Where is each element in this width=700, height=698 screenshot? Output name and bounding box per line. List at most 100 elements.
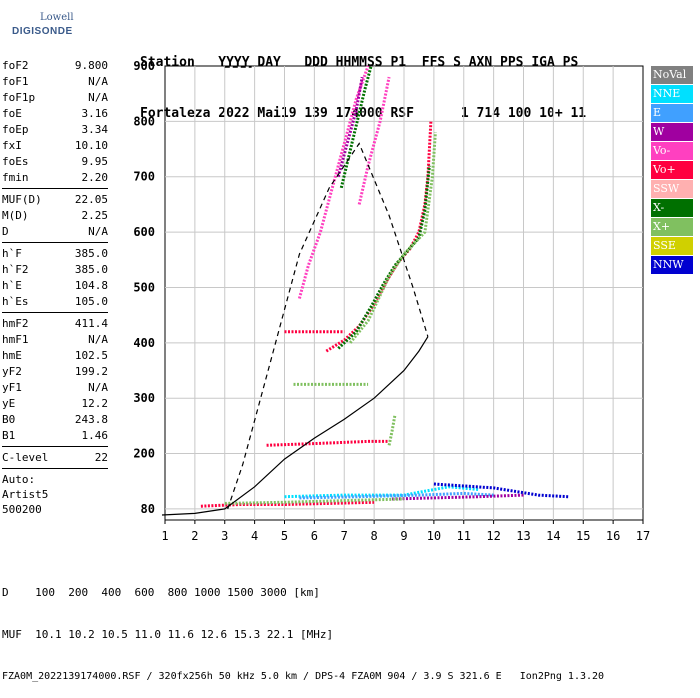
- y-tick-label: 500: [133, 280, 155, 294]
- param-fmin: fmin 2.20: [2, 170, 108, 186]
- param-value: 385.0: [74, 247, 108, 260]
- param-d: D N/A: [2, 224, 108, 240]
- param-label: M(D): [2, 209, 29, 222]
- param-label: MUF(D): [2, 193, 42, 206]
- y-tick-label: 80: [141, 502, 155, 516]
- param-label: h`F2: [2, 263, 29, 276]
- legend-item-x: X+: [651, 218, 693, 236]
- digisonde-logo: Lowell DIGISONDE: [0, 0, 74, 45]
- x-tick-label: 17: [636, 529, 650, 543]
- true-height-profile: [161, 336, 429, 516]
- y-tick-label: 300: [133, 391, 155, 405]
- param-b0: B0 243.8: [2, 412, 108, 428]
- param-hf2: h`F2 385.0: [2, 262, 108, 278]
- footer-muf: MUF 10.1 10.2 10.5 11.0 11.6 12.6 15.3 2…: [2, 628, 334, 641]
- x-tick-label: 8: [371, 529, 378, 543]
- autoscale-text: Artist5: [2, 488, 49, 501]
- footer: D 100 200 400 600 800 1000 1500 3000 [km…: [2, 558, 604, 698]
- param-label: hmE: [2, 349, 22, 362]
- parameter-panel: foF2 9.800 foF1 N/A foF1p N/A foE 3.16 foEp 3.34 f…: [2, 58, 108, 517]
- param-label: fxI: [2, 139, 22, 152]
- logo-line1: Lowell: [40, 12, 74, 23]
- param-value: 1.46: [81, 429, 109, 442]
- param-value: N/A: [88, 225, 108, 238]
- param-value: 2.25: [81, 209, 109, 222]
- param-value: 9.95: [81, 155, 109, 168]
- param-label: B0: [2, 413, 16, 426]
- x-tick-label: 10: [427, 529, 441, 543]
- param-label: yF1: [2, 381, 22, 394]
- param-value: 105.0: [74, 295, 108, 308]
- echo-trace: [284, 485, 479, 499]
- param-value: 22: [94, 451, 108, 464]
- param-fxi: fxI 10.10: [2, 138, 108, 154]
- legend: NoVal NNE E W Vo- Vo+ SSW X- X+ SSE NNW: [651, 66, 693, 275]
- divider: [2, 188, 108, 189]
- legend-item-noval: NoVal: [651, 66, 693, 84]
- param-label: hmF1: [2, 333, 29, 346]
- param-label: yF2: [2, 365, 22, 378]
- param-hmf2: hmF2 411.4: [2, 316, 108, 332]
- legend-item-vo: Vo+: [651, 161, 693, 179]
- param-label: hmF2: [2, 317, 29, 330]
- x-tick-label: 3: [221, 529, 228, 543]
- autoscale-text: 500200: [2, 503, 42, 516]
- x-tick-label: 14: [546, 529, 560, 543]
- echo-trace: [339, 65, 373, 189]
- divider: [2, 446, 108, 447]
- x-tick-label: 13: [516, 529, 530, 543]
- x-tick-label: 12: [486, 529, 500, 543]
- x-tick-label: 2: [191, 529, 198, 543]
- param-fof1: foF1 N/A: [2, 74, 108, 90]
- y-tick-label: 400: [133, 336, 155, 350]
- param-mufd: MUF(D) 22.05: [2, 192, 108, 208]
- param-value: 411.4: [74, 317, 108, 330]
- x-tick-label: 5: [281, 529, 288, 543]
- x-tick-label: 16: [606, 529, 620, 543]
- param-label: foEp: [2, 123, 29, 136]
- echo-trace: [200, 500, 375, 508]
- param-clevel: C-level 22: [2, 450, 108, 466]
- legend-item-x: X-: [651, 199, 693, 217]
- legend-item-ssw: SSW: [651, 180, 693, 198]
- param-md: M(D) 2.25: [2, 208, 108, 224]
- x-tick-label: 15: [576, 529, 590, 543]
- legend-item-sse: SSE: [651, 237, 693, 255]
- legend-item-e: E: [651, 104, 693, 122]
- param-value: 12.2: [81, 397, 109, 410]
- param-yf2: yF2 199.2: [2, 364, 108, 380]
- param-value: 243.8: [74, 413, 108, 426]
- x-tick-label: 11: [457, 529, 471, 543]
- param-value: N/A: [88, 75, 108, 88]
- param-value: N/A: [88, 381, 108, 394]
- param-foe: foE 3.16: [2, 106, 108, 122]
- echo-trace: [433, 482, 569, 499]
- param-yf1: yF1 N/A: [2, 380, 108, 396]
- param-fof1p: foF1p N/A: [2, 90, 108, 106]
- y-tick-label: 200: [133, 447, 155, 461]
- param-label: fmin: [2, 171, 29, 184]
- echo-trace: [391, 493, 524, 501]
- y-tick-label: 700: [133, 170, 155, 184]
- param-fof2: foF2 9.800: [2, 58, 108, 74]
- param-value: 3.34: [81, 123, 109, 136]
- divider: [2, 312, 108, 313]
- divider: [2, 468, 108, 469]
- x-tick-label: 7: [341, 529, 348, 543]
- echo-trace: [266, 439, 390, 447]
- legend-item-w: W: [651, 123, 693, 141]
- logo-line2: DIGISONDE: [12, 26, 73, 37]
- param-foep: foEp 3.34: [2, 122, 108, 138]
- footer-distance: D 100 200 400 600 800 1000 1500 3000 [km…: [2, 586, 320, 599]
- legend-item-vo: Vo-: [651, 142, 693, 160]
- param-label: foEs: [2, 155, 29, 168]
- param-label: h`E: [2, 279, 22, 292]
- echo-trace: [387, 414, 397, 446]
- param-hme: hmE 102.5: [2, 348, 108, 364]
- param-foes: foEs 9.95: [2, 154, 108, 170]
- echo-trace: [337, 165, 431, 350]
- param-ye: yE 12.2: [2, 396, 108, 412]
- param-value: 3.16: [81, 107, 109, 120]
- y-tick-label: 800: [133, 114, 155, 128]
- param-label: B1: [2, 429, 16, 442]
